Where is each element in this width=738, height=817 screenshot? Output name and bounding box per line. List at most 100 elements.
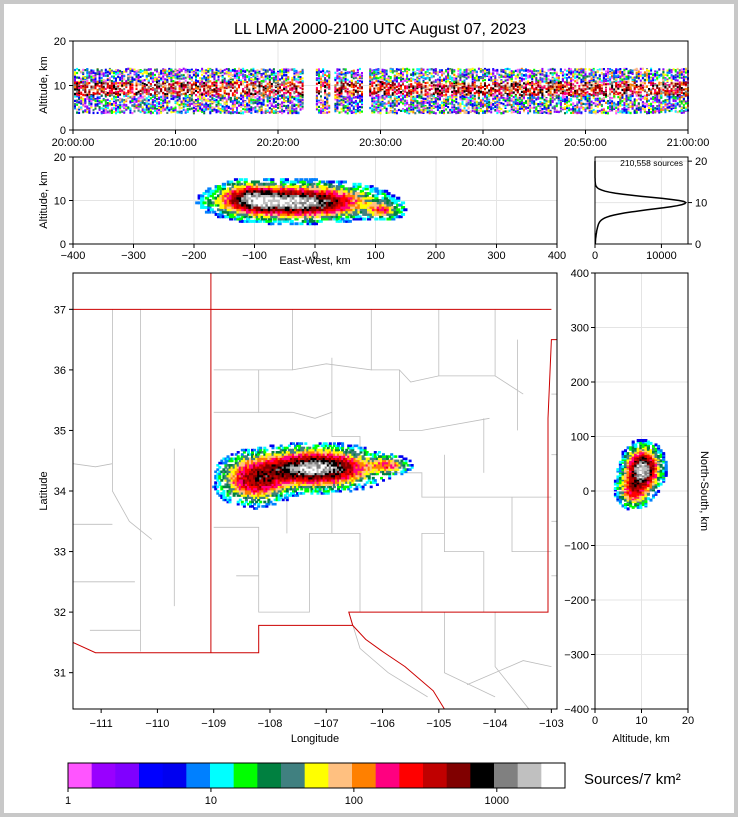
time-height-cell <box>471 89 474 92</box>
time-height-cell <box>199 109 202 112</box>
time-height-cell <box>223 92 226 95</box>
time-height-cell <box>143 111 146 114</box>
time-height-cell <box>447 74 450 77</box>
time-height-cell <box>289 81 292 84</box>
time-height-cell <box>457 91 460 94</box>
time-height-cell <box>350 85 353 88</box>
time-height-cell <box>479 105 482 108</box>
time-height-cell <box>443 109 445 112</box>
time-height-cell <box>375 96 378 99</box>
time-height-cell <box>82 82 85 85</box>
time-height-cell <box>443 110 445 113</box>
time-height-cell <box>203 108 206 111</box>
time-height-cell <box>418 107 421 110</box>
time-height-cell <box>277 103 279 106</box>
time-height-cell <box>315 94 318 97</box>
time-height-cell <box>182 108 185 111</box>
time-height-cell <box>381 100 384 103</box>
time-height-cell <box>170 80 173 83</box>
time-height-cell <box>82 102 85 105</box>
time-height-cell <box>346 92 349 95</box>
time-height-cell <box>418 68 421 71</box>
time-height-cell <box>371 73 374 76</box>
time-height-cell <box>457 111 460 114</box>
time-height-cell <box>135 106 138 109</box>
time-height-cell <box>350 111 353 114</box>
time-height-cell <box>350 101 353 104</box>
time-height-cell <box>166 108 169 111</box>
time-height-cell <box>104 87 107 90</box>
time-height-cell <box>96 84 99 87</box>
time-height-cell <box>287 90 290 93</box>
time-height-cell <box>84 98 87 101</box>
time-height-cell <box>268 90 271 93</box>
time-height-cell <box>424 109 427 112</box>
time-height-cell <box>164 69 167 72</box>
time-height-cell <box>272 72 275 75</box>
time-height-cell <box>408 86 411 89</box>
time-height-cell <box>274 97 277 100</box>
time-height-cell <box>295 73 298 76</box>
time-height-cell <box>127 77 130 80</box>
time-height-cell <box>438 96 441 99</box>
time-height-cell <box>233 81 236 84</box>
time-height-cell <box>209 69 212 72</box>
time-height-cell <box>430 111 433 114</box>
time-height-cell <box>221 69 224 73</box>
time-height-cell <box>211 106 214 109</box>
time-height-cell <box>231 94 234 97</box>
time-height-cell <box>188 108 191 111</box>
time-height-cell <box>369 86 372 89</box>
time-height-cell <box>110 80 113 83</box>
time-height-cell <box>98 74 101 77</box>
time-height-cell <box>438 89 441 92</box>
time-height-cell <box>121 84 124 87</box>
time-height-cell <box>301 77 304 80</box>
time-height-cell <box>486 73 489 76</box>
time-height-cell <box>346 83 349 86</box>
time-height-cell <box>160 84 163 87</box>
time-height-cell <box>469 87 472 90</box>
time-height-cell <box>115 79 117 82</box>
time-height-cell <box>76 82 79 85</box>
time-height-cell <box>453 73 456 77</box>
time-height-cell <box>141 88 144 91</box>
time-height-cell <box>254 70 257 73</box>
time-height-cell <box>186 98 189 102</box>
time-height-cell <box>451 86 454 89</box>
time-height-cell <box>340 95 343 98</box>
time-height-cell <box>436 108 439 111</box>
time-height-cell <box>434 84 437 87</box>
time-height-cell <box>162 108 165 111</box>
time-height-cell <box>102 110 105 113</box>
time-height-cell <box>170 83 173 86</box>
time-height-cell <box>252 87 255 91</box>
time-height-cell <box>260 82 263 85</box>
time-height-cell <box>287 95 290 98</box>
time-height-cell <box>166 73 169 76</box>
time-height-cell <box>391 71 394 74</box>
time-height-cell <box>182 105 185 108</box>
time-height-cell <box>135 100 138 103</box>
time-height-cell <box>369 90 372 93</box>
time-height-cell <box>90 96 93 99</box>
time-height-cell <box>469 110 472 113</box>
time-height-cell <box>486 111 489 114</box>
time-height-cell <box>453 80 456 83</box>
time-height-cell <box>457 82 460 85</box>
time-height-cell <box>422 106 425 109</box>
time-height-cell <box>287 106 290 109</box>
time-height-cell <box>459 108 462 111</box>
time-height-cell <box>242 90 245 93</box>
time-height-cell <box>90 79 93 82</box>
time-height-cell <box>293 78 296 81</box>
time-height-cell <box>238 101 240 104</box>
time-height-cell <box>434 112 437 115</box>
time-height-cell <box>299 86 302 89</box>
time-height-cell <box>422 93 425 97</box>
time-height-cell <box>205 72 208 75</box>
time-height-cell <box>104 71 107 74</box>
time-height-cell <box>352 109 355 112</box>
time-height-cell <box>418 96 421 99</box>
time-height-cell <box>434 72 437 75</box>
